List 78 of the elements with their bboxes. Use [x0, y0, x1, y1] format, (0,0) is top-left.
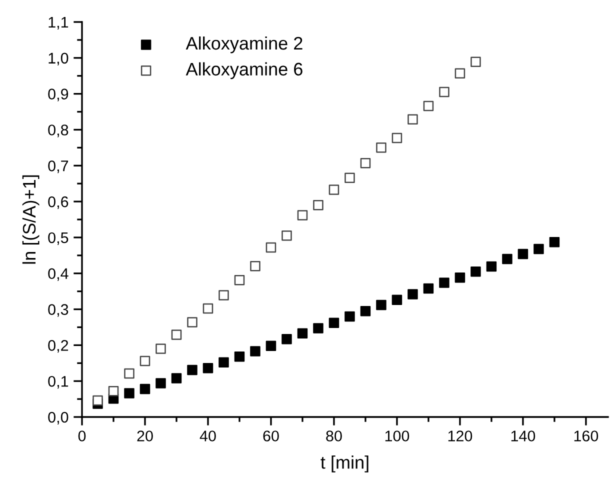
- y-tick-label: 0,3: [48, 304, 68, 317]
- point: [250, 261, 260, 272]
- point: [313, 200, 324, 210]
- point: [502, 254, 512, 264]
- point: [156, 344, 166, 354]
- point: [439, 278, 450, 288]
- y-tick-label: 1,0: [48, 52, 68, 66]
- y-tick-label: 0,9: [48, 88, 68, 102]
- point: [454, 68, 466, 78]
- point: [218, 357, 229, 368]
- x-tick-label: 0: [78, 430, 86, 442]
- y-tick-label: 1,1: [48, 17, 68, 30]
- x-axis-title: t [min]: [320, 456, 368, 472]
- point: [423, 283, 434, 294]
- point: [218, 290, 229, 300]
- point: [187, 364, 198, 376]
- legend-label: Alkoxyamine 6: [186, 62, 302, 80]
- point: [470, 266, 481, 277]
- point: [266, 242, 276, 253]
- point: [282, 230, 292, 241]
- point: [408, 289, 418, 300]
- point: [92, 395, 103, 406]
- point: [282, 334, 292, 344]
- x-tick-label: 40: [200, 430, 216, 442]
- y-tick-label: 0,6: [48, 196, 68, 210]
- point: [408, 114, 418, 124]
- point: [156, 378, 166, 388]
- point: [234, 352, 245, 362]
- point: [140, 356, 150, 366]
- y-tick-label: 0,8: [48, 124, 68, 138]
- point: [140, 384, 150, 394]
- point: [439, 86, 450, 98]
- point: [392, 294, 402, 306]
- x-tick-label: 140: [511, 430, 536, 442]
- y-tick-label: 0,5: [48, 232, 68, 245]
- point: [486, 261, 497, 272]
- point: [250, 346, 260, 356]
- y-tick-label: 0,0: [48, 412, 68, 424]
- point: [549, 236, 560, 248]
- y-tick-label: 0,7: [48, 160, 68, 174]
- x-tick-label: 160: [574, 430, 598, 442]
- point: [202, 303, 214, 314]
- point: [108, 386, 119, 396]
- point: [171, 330, 182, 340]
- x-tick-label: 120: [448, 430, 472, 442]
- point: [454, 272, 466, 283]
- point: [376, 142, 386, 153]
- y-tick-label: 0,1: [48, 376, 68, 389]
- point: [534, 244, 544, 254]
- x-tick-label: 100: [385, 430, 410, 442]
- x-tick-label: 20: [137, 430, 153, 442]
- y-tick-label: 0,2: [48, 340, 68, 353]
- point: [392, 132, 402, 144]
- point: [423, 100, 434, 112]
- y-tick-label: 0,4: [48, 268, 68, 281]
- point: [124, 368, 134, 379]
- point: [360, 306, 371, 316]
- point: [297, 328, 308, 338]
- point: [297, 210, 308, 220]
- x-tick-label: 60: [263, 430, 279, 442]
- point: [171, 373, 182, 384]
- x-tick-label: 80: [326, 430, 342, 442]
- point: [266, 340, 276, 352]
- point: [360, 158, 371, 168]
- point: [518, 248, 528, 260]
- point: [313, 323, 324, 334]
- point: [328, 184, 340, 195]
- point: [344, 172, 355, 183]
- point: [234, 275, 245, 286]
- point: [187, 317, 198, 328]
- point: [124, 388, 134, 398]
- y-axis-title: ln [(S/A)+1]: [22, 175, 40, 264]
- point: [376, 300, 386, 310]
- point: [470, 56, 481, 67]
- point: [202, 363, 214, 374]
- point: [328, 318, 340, 328]
- point: [344, 311, 355, 322]
- legend-label: Alkoxyamine 2: [186, 36, 302, 54]
